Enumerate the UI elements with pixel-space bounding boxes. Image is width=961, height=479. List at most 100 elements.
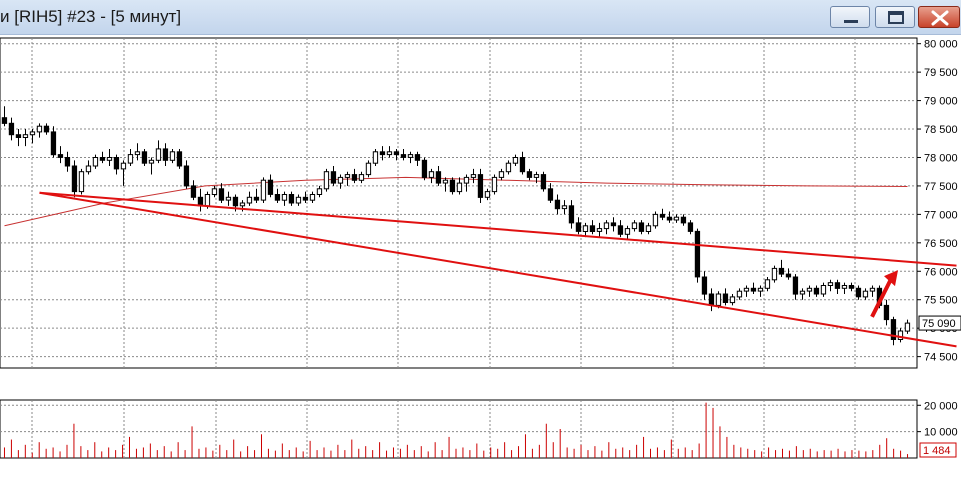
candle-body [617,225,624,235]
candle-body [533,174,540,178]
candle-body [652,213,659,227]
trendline [39,191,957,348]
window-title: и [RIH5] #23 - [5 минут] [0,7,182,26]
volume-plot-frame [0,399,918,459]
candle-body [743,287,750,292]
price-tick-label: 77 000 [924,209,958,221]
candle-body [218,188,225,201]
price-tick-label: 79 000 [924,96,958,108]
candle-body [337,176,344,184]
candle-body [120,162,127,170]
candle-body [526,171,533,178]
candle-body [239,202,246,207]
candle-body [169,151,176,161]
candle-body [246,196,253,204]
price-tick-label: 75 500 [924,295,958,307]
candle-body [631,222,638,230]
candle-body [785,273,792,278]
candle-body [57,154,64,158]
candle-body [827,282,834,286]
candle-body [764,279,771,289]
candle-body [15,134,22,138]
candle-body [834,282,841,289]
candle-body [638,222,645,232]
volume-tick-label: 10 000 [924,427,958,439]
candle-body [232,196,239,207]
candle-body [841,285,848,289]
candle-body [540,174,547,190]
candle-body [393,151,400,156]
candle-body [862,290,869,298]
volume-panel: 20 000 10 000 1 484 [0,399,958,459]
candle-body [92,157,99,167]
candle-body [757,287,764,292]
candle-body [624,228,631,235]
candle-body [281,194,288,201]
candle-body [848,285,855,289]
candle-body [575,222,582,232]
candle-body [316,188,323,196]
candle-body [260,179,267,201]
candle-body [820,285,827,295]
candle-body [134,151,141,156]
minimize-button[interactable] [830,6,870,28]
price-plot-frame [0,37,918,369]
close-button[interactable] [918,6,960,28]
candle-body [659,213,666,218]
candle-body [414,154,421,161]
candle-body [1,117,8,124]
candle-body [547,188,554,201]
price-panel: 80 000 79 500 79 000 78 500 78 000 77 500 77 0… [0,37,961,369]
candle-body [358,174,365,181]
candle-body [512,157,519,164]
candle-body [141,151,148,164]
candle-body [99,157,106,161]
candle-body [568,205,575,224]
candle-body [645,225,652,233]
candle-body [43,125,50,133]
candle-body [736,290,743,298]
candle-body [799,290,806,295]
price-tick-label: 78 000 [924,152,958,164]
candle-body [386,151,393,156]
annotation-arrow-shaft [870,278,893,318]
candle-body [792,276,799,295]
candle-body [442,179,449,184]
candle-body [715,293,722,306]
candle-body [8,122,15,136]
price-tick-label: 76 500 [924,238,958,250]
candle-body [470,174,477,178]
candle-body [295,196,302,204]
candle-body [211,188,218,196]
candle-body [701,276,708,295]
candle-body [554,199,561,210]
candle-body [162,148,169,161]
candle-body [897,330,904,340]
maximize-icon [888,11,904,24]
candle-body [36,125,43,133]
candle-body [687,222,694,232]
annotation-arrow-head [884,270,898,287]
candle-body [610,222,617,227]
candle-body [407,154,414,158]
candle-body [855,287,862,298]
candle-body [708,293,715,306]
candle-body [29,131,36,136]
candle-body [694,230,701,278]
candle-body [379,151,386,156]
price-tick-label: 79 500 [924,67,958,79]
trendline [39,191,957,267]
candle-body [603,222,610,230]
maximize-button[interactable] [875,6,915,28]
candle-body [491,176,498,193]
candle-body [288,194,295,204]
last-price-badge [918,315,961,331]
candle-body [127,154,134,164]
candle-body [813,287,820,295]
candle-body [106,157,113,161]
candle-body [190,185,197,198]
chart-canvas: 80 000 79 500 79 000 78 500 78 000 77 500 77 0… [0,37,961,459]
candle-body [365,162,372,176]
candle-body [428,171,435,178]
candle-body [722,293,729,303]
